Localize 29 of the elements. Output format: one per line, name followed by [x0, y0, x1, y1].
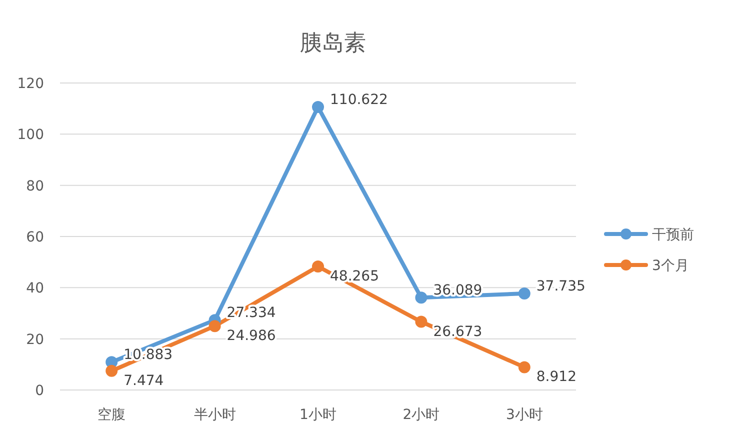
y-tick-label: 40: [26, 280, 44, 297]
y-tick-label: 120: [17, 76, 44, 92]
x-tick-label: 空腹: [98, 407, 126, 423]
x-tick-label: 2小时: [402, 407, 440, 423]
data-label: 37.735: [536, 278, 586, 294]
y-tick-label: 80: [26, 178, 44, 194]
y-tick-label: 20: [26, 332, 44, 348]
data-label: 110.622: [330, 92, 388, 108]
data-label: 24.986: [226, 328, 276, 344]
x-tick-label: 半小时: [194, 407, 236, 423]
y-tick-label: 60: [26, 230, 44, 246]
chart-title: 胰岛素: [300, 31, 366, 56]
x-tick-label: 3小时: [506, 407, 543, 423]
legend-label: 3个月: [652, 258, 689, 274]
point: [518, 287, 530, 300]
point: [518, 361, 530, 374]
point: [312, 100, 324, 113]
y-tick-label: 0: [35, 383, 44, 399]
data-label: 7.474: [124, 372, 164, 389]
legend-label: 干预前: [652, 227, 694, 243]
data-label: 8.912: [536, 369, 576, 386]
point: [106, 364, 118, 377]
point: [415, 292, 428, 304]
point: [415, 316, 428, 328]
data-label: 36.089: [433, 282, 482, 299]
x-tick-label: 1小时: [300, 407, 336, 423]
point: [208, 320, 221, 332]
y-tick-label: 100: [17, 127, 44, 144]
point: [312, 260, 324, 273]
